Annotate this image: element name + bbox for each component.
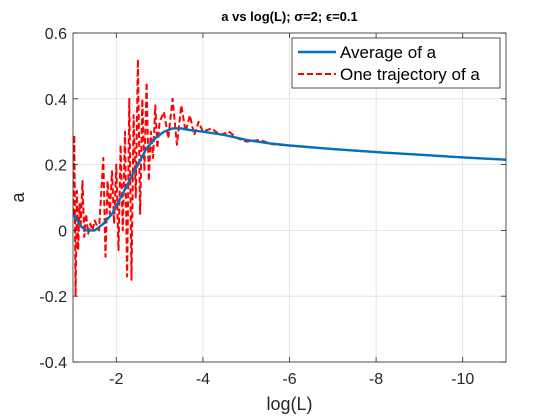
series-layer <box>73 58 506 298</box>
y-axis-title: a <box>8 192 28 203</box>
chart-title: a vs log(L); σ=2; ϵ=0.1 <box>221 9 358 24</box>
legend-box <box>291 37 501 89</box>
y-tick-label: -0.2 <box>39 289 67 306</box>
y-tick-label: -0.4 <box>39 355 67 372</box>
x-tick-label: -10 <box>451 371 474 388</box>
legend: Average of a One trajectory of a <box>291 37 501 89</box>
y-tick-label: 0.4 <box>45 92 67 109</box>
y-tick-label: 0 <box>58 223 67 240</box>
y-tick-label: 0.6 <box>45 26 67 43</box>
y-tick-label: 0.2 <box>45 158 67 175</box>
x-tick-label: -6 <box>282 371 296 388</box>
x-axis-title: log(L) <box>266 394 312 414</box>
legend-label-average: Average of a <box>340 43 437 62</box>
legend-label-trajectory: One trajectory of a <box>340 65 480 84</box>
x-tick-label: -8 <box>369 371 383 388</box>
x-tick-label: -2 <box>109 371 123 388</box>
ticks: -2 -4 -6 -8 -10 -0.4 -0.2 0 0.2 0.4 0.6 <box>39 26 506 388</box>
series-average-line <box>73 127 506 232</box>
x-tick-label: -4 <box>196 371 210 388</box>
